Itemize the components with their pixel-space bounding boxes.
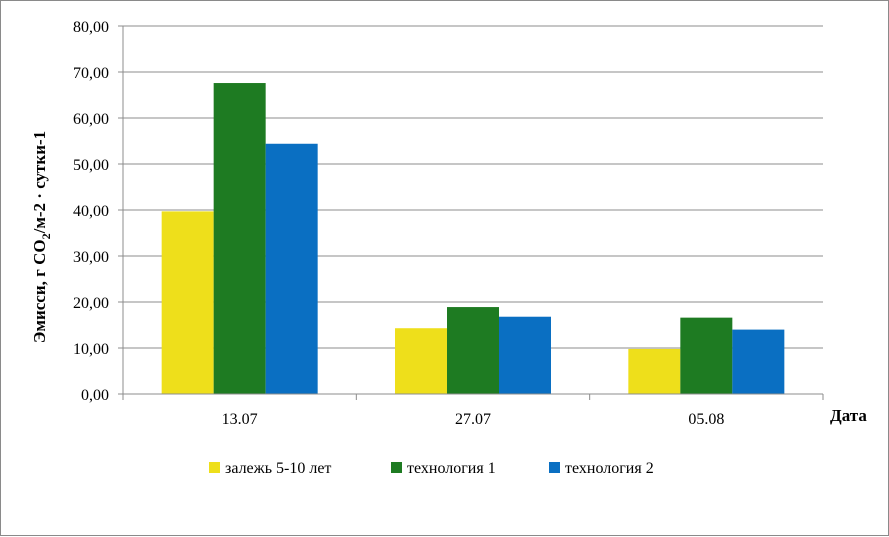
legend-swatch bbox=[209, 462, 220, 473]
bar bbox=[447, 307, 499, 394]
x-tick-label: 27.07 bbox=[455, 411, 491, 428]
y-tick-label: 10,00 bbox=[73, 341, 109, 358]
x-tick-label: 13.07 bbox=[222, 411, 258, 428]
y-axis-label: Эмисси, г CO2/м-2 · сутки-1 bbox=[30, 131, 53, 343]
bar bbox=[395, 328, 447, 394]
x-tick-labels: 13.07 27.07 05.08 bbox=[222, 411, 725, 428]
y-tick-label: 80,00 bbox=[73, 19, 109, 36]
y-tick-label: 0,00 bbox=[81, 387, 109, 404]
legend-label: технология 1 bbox=[407, 460, 496, 477]
bar bbox=[213, 83, 266, 394]
bar bbox=[499, 316, 551, 394]
x-tick-label: 05.08 bbox=[688, 411, 724, 428]
y-tick-label: 70,00 bbox=[73, 65, 109, 82]
legend-swatch bbox=[391, 462, 402, 473]
legend: залежь 5-10 лет технология 1 технология 2 bbox=[209, 460, 654, 477]
legend-swatch bbox=[549, 462, 560, 473]
bar bbox=[628, 348, 681, 394]
y-tick-label: 50,00 bbox=[73, 157, 109, 174]
y-tick-labels: 0,00 10,00 20,00 30,00 40,00 50,00 60,00 70,00 8… bbox=[73, 19, 109, 404]
bar bbox=[161, 211, 214, 394]
legend-label: технология 2 bbox=[565, 460, 654, 477]
x-axis-label: Дата bbox=[830, 406, 867, 425]
bar bbox=[680, 317, 733, 394]
y-tick-label: 60,00 bbox=[73, 111, 109, 128]
y-tick-label: 20,00 bbox=[73, 295, 109, 312]
bar bbox=[732, 329, 785, 394]
bar bbox=[265, 143, 318, 394]
axes bbox=[122, 26, 824, 400]
y-tick-label: 40,00 bbox=[73, 203, 109, 220]
legend-label: залежь 5-10 лет bbox=[225, 460, 331, 477]
bars bbox=[161, 83, 785, 394]
y-tick-label: 30,00 bbox=[73, 249, 109, 266]
